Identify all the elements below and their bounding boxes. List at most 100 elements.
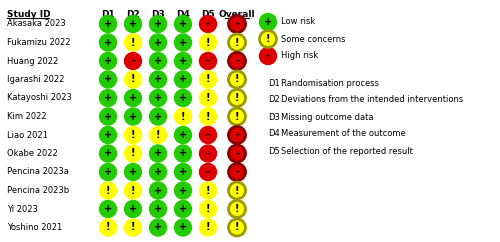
Text: -: - bbox=[131, 56, 135, 66]
Text: +: + bbox=[154, 75, 162, 84]
Text: Kim 2022: Kim 2022 bbox=[7, 112, 46, 121]
Text: +: + bbox=[179, 204, 187, 214]
Text: D4: D4 bbox=[176, 10, 190, 19]
Text: +: + bbox=[129, 93, 137, 103]
Circle shape bbox=[174, 127, 192, 144]
Text: +: + bbox=[179, 75, 187, 84]
Text: !: ! bbox=[131, 130, 135, 140]
Circle shape bbox=[150, 127, 166, 144]
Circle shape bbox=[228, 182, 246, 199]
Circle shape bbox=[200, 15, 216, 32]
Circle shape bbox=[174, 182, 192, 199]
Text: Igarashi 2022: Igarashi 2022 bbox=[7, 75, 64, 84]
Text: -: - bbox=[235, 56, 239, 66]
Text: Katayoshi 2023: Katayoshi 2023 bbox=[7, 93, 72, 103]
Circle shape bbox=[260, 47, 276, 65]
Circle shape bbox=[124, 201, 142, 218]
Circle shape bbox=[228, 34, 246, 51]
Circle shape bbox=[150, 164, 166, 181]
Text: Randomisation process: Randomisation process bbox=[281, 78, 379, 88]
Text: Pencina 2023b: Pencina 2023b bbox=[7, 186, 69, 195]
Circle shape bbox=[100, 219, 116, 236]
Circle shape bbox=[100, 182, 116, 199]
Circle shape bbox=[124, 90, 142, 106]
Text: -: - bbox=[235, 167, 239, 177]
Circle shape bbox=[228, 15, 246, 32]
Circle shape bbox=[200, 108, 216, 125]
Text: !: ! bbox=[131, 149, 135, 159]
Text: !: ! bbox=[106, 222, 110, 233]
Text: +: + bbox=[154, 149, 162, 159]
Text: +: + bbox=[104, 167, 112, 177]
Text: !: ! bbox=[235, 93, 240, 103]
Circle shape bbox=[260, 30, 276, 47]
Text: !: ! bbox=[206, 222, 210, 233]
Text: +: + bbox=[154, 204, 162, 214]
Circle shape bbox=[174, 145, 192, 162]
Text: +: + bbox=[104, 149, 112, 159]
Text: +: + bbox=[104, 75, 112, 84]
Circle shape bbox=[150, 34, 166, 51]
Circle shape bbox=[200, 201, 216, 218]
Text: !: ! bbox=[131, 186, 135, 196]
Text: -: - bbox=[266, 51, 270, 61]
Text: !: ! bbox=[131, 75, 135, 84]
Circle shape bbox=[228, 90, 246, 106]
Circle shape bbox=[174, 201, 192, 218]
Text: -: - bbox=[206, 56, 210, 66]
Text: !: ! bbox=[156, 130, 160, 140]
Circle shape bbox=[150, 145, 166, 162]
Text: -: - bbox=[206, 167, 210, 177]
Circle shape bbox=[228, 219, 246, 236]
Circle shape bbox=[200, 127, 216, 144]
Text: -: - bbox=[206, 130, 210, 140]
Text: !: ! bbox=[266, 34, 270, 44]
Circle shape bbox=[100, 164, 116, 181]
Circle shape bbox=[200, 90, 216, 106]
Circle shape bbox=[228, 127, 246, 144]
Text: +: + bbox=[179, 167, 187, 177]
Circle shape bbox=[150, 53, 166, 69]
Text: D2: D2 bbox=[268, 96, 280, 105]
Circle shape bbox=[174, 108, 192, 125]
Text: High risk: High risk bbox=[281, 52, 318, 60]
Circle shape bbox=[150, 201, 166, 218]
Circle shape bbox=[124, 145, 142, 162]
Text: +: + bbox=[129, 19, 137, 29]
Text: +: + bbox=[154, 93, 162, 103]
Circle shape bbox=[228, 145, 246, 162]
Text: +: + bbox=[104, 204, 112, 214]
Text: !: ! bbox=[235, 222, 240, 233]
Circle shape bbox=[124, 15, 142, 32]
Text: !: ! bbox=[235, 204, 240, 214]
Text: !: ! bbox=[206, 93, 210, 103]
Circle shape bbox=[124, 164, 142, 181]
Text: D5: D5 bbox=[268, 146, 280, 156]
Text: +: + bbox=[179, 19, 187, 29]
Circle shape bbox=[100, 71, 116, 88]
Circle shape bbox=[228, 71, 246, 88]
Text: D4: D4 bbox=[268, 129, 280, 138]
Text: -: - bbox=[235, 149, 239, 159]
Circle shape bbox=[124, 71, 142, 88]
Text: +: + bbox=[179, 93, 187, 103]
Circle shape bbox=[174, 219, 192, 236]
Text: +: + bbox=[129, 112, 137, 121]
Text: +: + bbox=[129, 204, 137, 214]
Circle shape bbox=[124, 34, 142, 51]
Text: !: ! bbox=[206, 38, 210, 47]
Circle shape bbox=[174, 164, 192, 181]
Text: +: + bbox=[104, 130, 112, 140]
Text: Deviations from the intended interventions: Deviations from the intended interventio… bbox=[281, 96, 463, 105]
Text: Overall: Overall bbox=[218, 10, 256, 19]
Circle shape bbox=[100, 34, 116, 51]
Circle shape bbox=[200, 145, 216, 162]
Text: +: + bbox=[104, 112, 112, 121]
Text: Yi 2023: Yi 2023 bbox=[7, 204, 38, 213]
Text: !: ! bbox=[235, 75, 240, 84]
Circle shape bbox=[124, 182, 142, 199]
Circle shape bbox=[200, 34, 216, 51]
Text: Missing outcome data: Missing outcome data bbox=[281, 113, 374, 121]
Text: +: + bbox=[154, 56, 162, 66]
Text: !: ! bbox=[131, 38, 135, 47]
